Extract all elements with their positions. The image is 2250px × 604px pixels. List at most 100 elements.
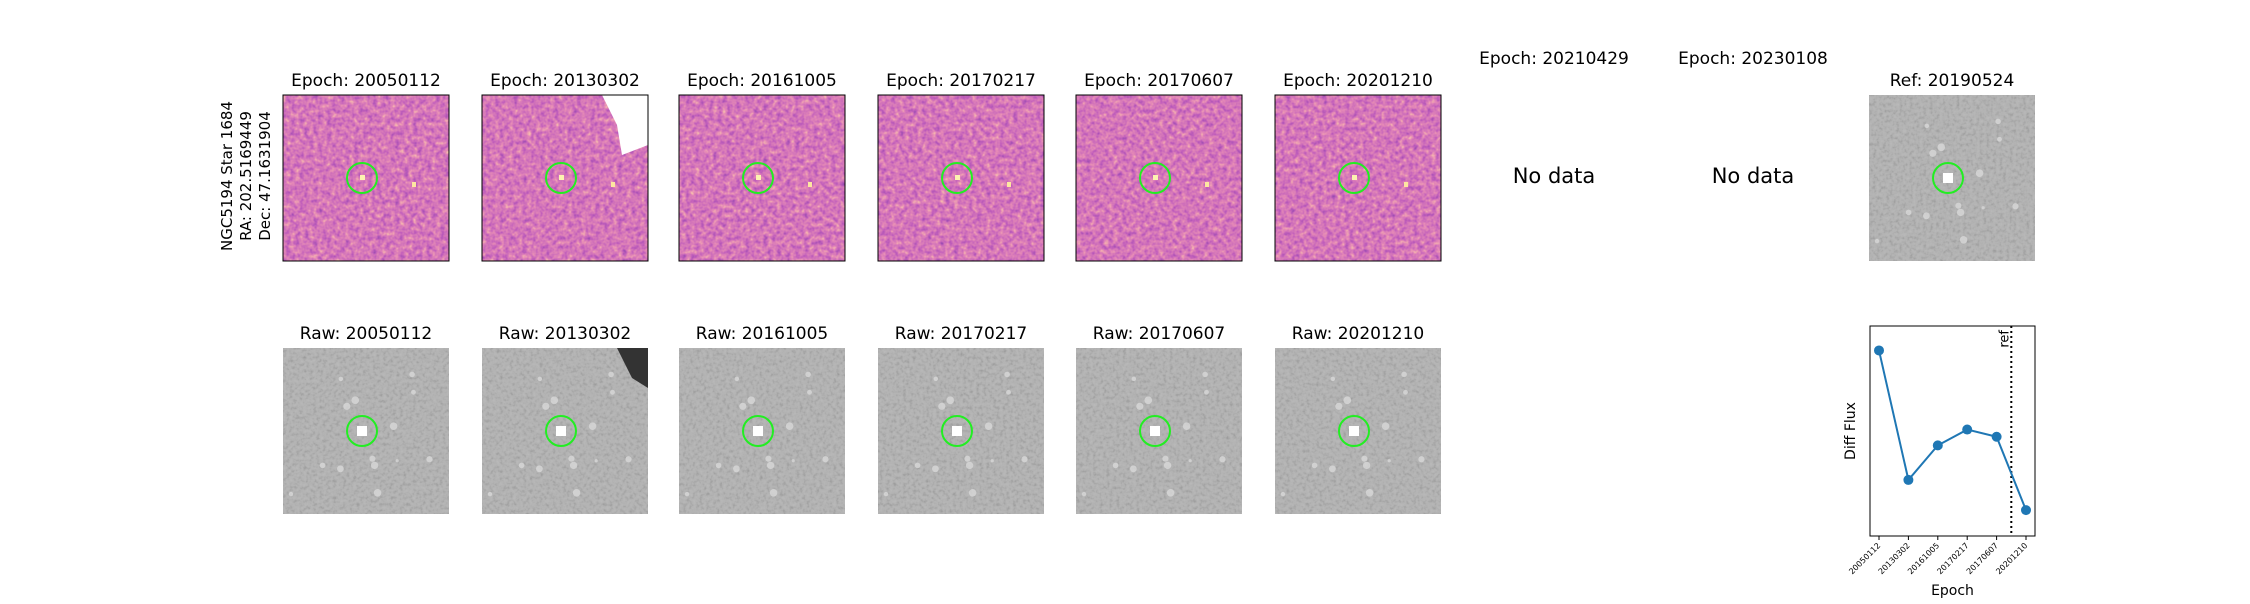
aperture: [346, 415, 378, 447]
frame: [678, 94, 846, 262]
star: [2012, 203, 2019, 210]
aperture: [1338, 162, 1370, 194]
star: [807, 389, 812, 395]
star: [411, 389, 416, 395]
star: [1112, 462, 1119, 469]
panel-title: Epoch: 20130302: [490, 71, 640, 91]
star: [766, 461, 775, 470]
star: [1343, 396, 1352, 405]
star: [1937, 143, 1946, 152]
star: [1361, 455, 1368, 462]
star: [373, 489, 382, 497]
aperture: [1338, 415, 1370, 447]
marker: [1932, 440, 1943, 451]
star: [1403, 389, 1408, 395]
star: [625, 456, 632, 463]
star: [756, 175, 761, 180]
star: [1130, 465, 1137, 473]
star: [1006, 389, 1011, 395]
star: [1330, 376, 1336, 382]
star: [337, 465, 344, 473]
star: [1956, 208, 1965, 217]
star: [1021, 456, 1028, 463]
aperture: [1932, 162, 1964, 194]
star: [805, 371, 811, 378]
star: [1349, 426, 1359, 436]
row-label: Dec: 47.1631904: [256, 111, 274, 241]
star: [588, 422, 597, 430]
diff-image: [878, 95, 1044, 261]
star: [765, 455, 772, 462]
star: [319, 462, 326, 469]
frame: [877, 94, 1045, 262]
star: [611, 182, 615, 187]
star: [1365, 489, 1374, 497]
x-tick-label: 20201210: [1994, 541, 2029, 576]
star: [1131, 376, 1137, 382]
frame: [1075, 94, 1243, 262]
diff-image: [1076, 95, 1242, 261]
marker: [1991, 431, 2002, 442]
panel-title: Raw: 20201210: [1292, 324, 1425, 344]
star: [1311, 462, 1318, 469]
star: [288, 491, 294, 497]
marker: [2021, 505, 2031, 516]
star: [984, 422, 993, 430]
star: [955, 175, 960, 180]
star: [715, 462, 722, 469]
star: [1401, 371, 1407, 378]
diff-image: [1275, 95, 1441, 261]
star: [487, 491, 493, 497]
star: [739, 402, 747, 410]
star: [1205, 182, 1209, 187]
star: [426, 456, 433, 463]
star: [1959, 236, 1968, 244]
star: [1081, 491, 1087, 497]
star: [556, 426, 566, 436]
star: [1995, 118, 2001, 125]
panel-title: Epoch: 20201210: [1283, 71, 1433, 91]
star: [914, 462, 921, 469]
mask: [602, 95, 648, 155]
star: [883, 491, 889, 497]
star: [785, 422, 794, 430]
star: [569, 461, 578, 470]
star: [389, 422, 398, 430]
star: [357, 426, 367, 436]
frame: [1274, 94, 1442, 262]
row-label: NGC5194 Star 1684: [218, 101, 236, 251]
row-label: RA: 202.5169449: [237, 111, 255, 241]
star: [822, 456, 829, 463]
star: [1329, 465, 1336, 473]
panel-title: Epoch: 20170217: [886, 71, 1036, 91]
ref-label: ref: [1997, 330, 2012, 348]
star: [412, 182, 416, 187]
star: [747, 396, 756, 405]
star: [536, 465, 543, 473]
diff-image: [283, 95, 449, 261]
marker: [1874, 345, 1884, 356]
star: [343, 402, 351, 410]
plot-frame: [1869, 325, 2036, 537]
line: [1878, 350, 2027, 511]
aperture: [346, 162, 378, 194]
star: [1387, 459, 1391, 463]
star: [360, 175, 365, 180]
marker: [1962, 424, 1973, 435]
panel-title: Raw: 20050112: [300, 324, 433, 344]
frame: [481, 94, 649, 262]
panel-title: Epoch: 20161005: [687, 71, 837, 91]
star: [1144, 396, 1153, 405]
panel-title: Epoch: 20230108: [1678, 49, 1828, 69]
star: [1381, 422, 1390, 430]
star: [369, 455, 376, 462]
star: [1975, 169, 1984, 177]
star: [409, 371, 415, 378]
star: [1153, 175, 1158, 180]
aperture: [545, 162, 577, 194]
panel-title: Epoch: 20210429: [1479, 49, 1629, 69]
star: [964, 455, 971, 462]
star: [594, 459, 598, 463]
star: [1955, 202, 1962, 209]
